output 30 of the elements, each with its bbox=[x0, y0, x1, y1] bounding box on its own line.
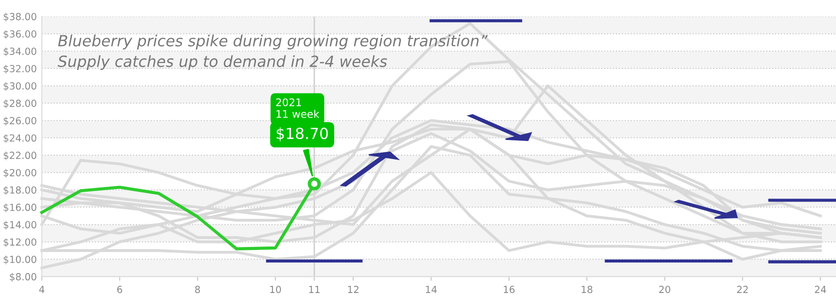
y-tick-label: $20.00 bbox=[4, 168, 36, 178]
y-tick-label: $32.00 bbox=[4, 64, 36, 74]
y-tick-label: $16.00 bbox=[4, 204, 36, 212]
y-tick-label: $18.00 bbox=[4, 186, 36, 195]
x-tick-label: 14 bbox=[426, 286, 437, 293]
y-tick-label: $12.00 bbox=[4, 238, 36, 248]
x-tick-label: 6 bbox=[117, 286, 122, 294]
y-tick-label: $8.00 bbox=[10, 272, 36, 282]
y-tick-label: $22.00 bbox=[4, 151, 36, 160]
annotation: Blueberry prices spike during growing region transition” Supply catches up to demand in 2-4 weeks bbox=[58, 34, 488, 70]
x-tick-label: 8 bbox=[195, 286, 200, 294]
y-tick-label: $30.00 bbox=[4, 82, 36, 91]
x-tick-label: 22 bbox=[737, 286, 748, 293]
y-tick-label: $26.00 bbox=[4, 116, 36, 126]
annotation: 2021 11 week $18.70 bbox=[276, 98, 328, 142]
x-tick-label: 10 bbox=[270, 286, 281, 294]
y-tick-label: $24.00 bbox=[4, 134, 36, 143]
y-tick-label: $34.00 bbox=[4, 47, 36, 56]
x-tick-label: 24 bbox=[814, 286, 826, 293]
x-tick-label: 18 bbox=[582, 286, 592, 294]
x-tick-label: 12 bbox=[348, 286, 358, 293]
y-tick-label: $38.00 bbox=[4, 12, 36, 22]
y-tick-label: $14.00 bbox=[4, 220, 36, 230]
x-tick-label: 11 bbox=[309, 286, 320, 293]
x-tick-label: 16 bbox=[504, 286, 515, 294]
x-tick-label: 20 bbox=[659, 286, 670, 294]
y-tick-label: $28.00 bbox=[4, 99, 36, 108]
x-tick-label: 4 bbox=[39, 286, 44, 293]
y-tick-label: $10.00 bbox=[4, 256, 36, 264]
y-tick-label: $36.00 bbox=[4, 30, 36, 39]
